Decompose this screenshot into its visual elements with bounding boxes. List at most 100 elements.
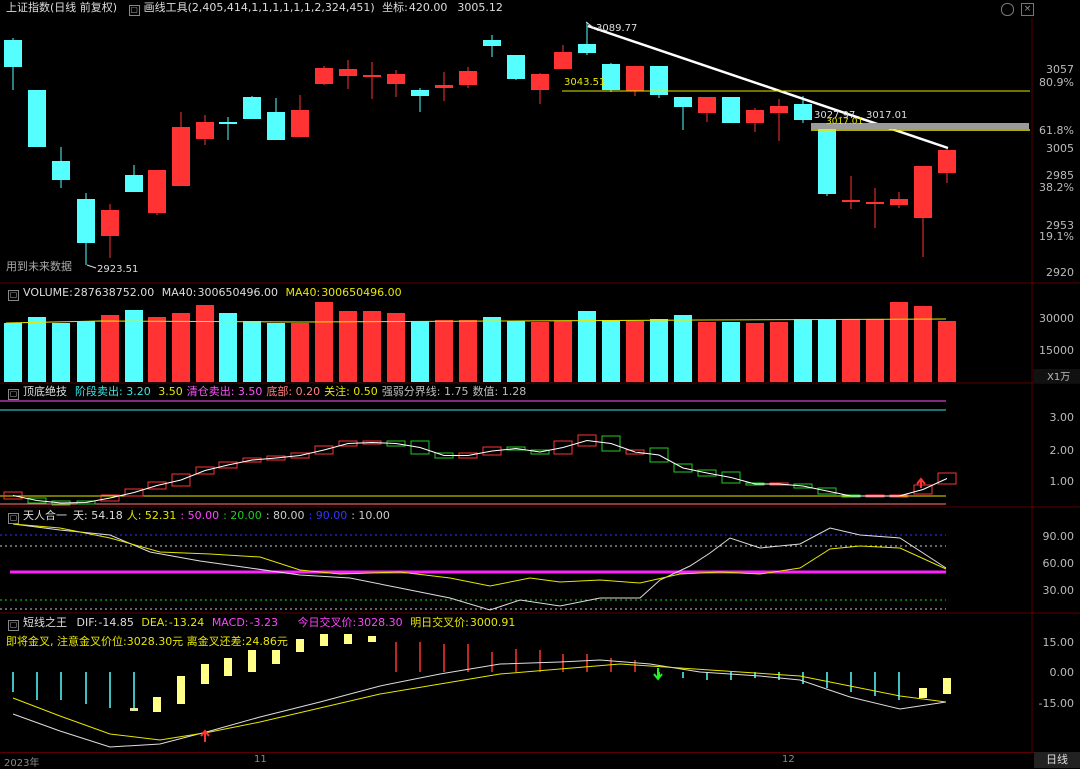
y-tick: 3005 xyxy=(1046,142,1074,155)
candle xyxy=(459,67,477,88)
indicator1-chart[interactable]: 3.00 2.00 1.00 xyxy=(0,384,1080,508)
volume-chart[interactable]: 30000 15000 X1万 xyxy=(0,284,1080,384)
volume-bar xyxy=(243,321,261,382)
indicator1-box xyxy=(530,449,550,455)
volume-bar xyxy=(483,317,501,382)
ind2-y-tick: 30.00 xyxy=(1043,584,1075,597)
candle xyxy=(4,38,22,90)
indicator2-toggle-icon[interactable]: ▢ xyxy=(8,513,19,524)
kline-panel[interactable]: 上证指数(日线 前复权) ▢ 画线工具(2,405,414,1,1,1,1,1,1… xyxy=(0,0,1080,284)
macd-bar xyxy=(201,664,209,684)
legend-item: 关注: 0.50 xyxy=(324,385,378,398)
macd-label: MACD: xyxy=(211,616,249,629)
daily-period-tab[interactable]: 日线 xyxy=(1034,752,1080,768)
indicator1-box xyxy=(577,434,597,447)
tool-toggle-icon[interactable]: ▢ xyxy=(128,5,140,16)
y-tick: 38.2% xyxy=(1039,181,1074,194)
indicator1-box xyxy=(506,446,526,451)
indicator1-box xyxy=(673,463,693,473)
today-value: 3028.30 xyxy=(357,616,403,629)
dea-line xyxy=(12,663,947,741)
indicator1-box xyxy=(553,440,573,455)
ind2-title: 天人合一 xyxy=(23,509,67,522)
volume-bar xyxy=(626,321,644,382)
vol-y-tick: 15000 xyxy=(1039,344,1074,357)
indicator1-box xyxy=(721,471,741,484)
legend-item: : 10.00 xyxy=(351,509,390,522)
candle xyxy=(291,95,309,137)
indicator3-panel[interactable]: 15.00 0.00 -15.00 ▢ 短线之王 DIF:-14.85 DEA:-… xyxy=(0,614,1080,752)
indicator1-box xyxy=(625,449,645,455)
indicator2-chart[interactable]: 90.00 60.00 30.00 xyxy=(0,508,1080,614)
legend-item: : 80.00 xyxy=(265,509,305,522)
date-label: 11 xyxy=(254,754,267,765)
indicator3-chart[interactable]: 15.00 0.00 -15.00 xyxy=(0,614,1080,752)
level-band-grey xyxy=(811,123,1029,129)
volume-toggle-icon[interactable]: ▢ xyxy=(8,290,19,301)
indicator1-box xyxy=(793,483,813,489)
indicator1-box xyxy=(147,481,167,490)
volume-bar xyxy=(698,322,716,382)
volume-panel[interactable]: 30000 15000 X1万 ▢ VOLUME:287638752.00 MA4… xyxy=(0,284,1080,384)
indicator1-toggle-icon[interactable]: ▢ xyxy=(8,389,19,400)
candle xyxy=(722,97,740,123)
kline-chart[interactable]: 3089.77 2923.51 3043.51 3027.97 3017.01 … xyxy=(0,0,1080,284)
legend-item: : 90.00 xyxy=(308,509,348,522)
level-annotation-1: 3043.51 xyxy=(564,77,605,88)
ind1-y-tick: 3.00 xyxy=(1050,411,1075,424)
legend-item: 清仓卖出: 3.50 xyxy=(186,385,263,398)
volume-ma40-line xyxy=(5,318,947,324)
volume-bar xyxy=(842,319,860,382)
level-annotation-3: 3017.01 xyxy=(826,117,863,127)
macd-bar xyxy=(248,650,256,672)
today-label: 今日交叉价: xyxy=(297,616,357,629)
volume-bar xyxy=(387,313,405,382)
indicator1-box xyxy=(100,494,120,502)
volume-bar xyxy=(125,310,143,382)
candle xyxy=(267,98,285,140)
macd-bar xyxy=(130,708,138,711)
tomorrow-value: 3000.91 xyxy=(469,616,516,629)
high-annotation: 3089.77 xyxy=(596,23,637,34)
indicator1-box xyxy=(171,473,191,487)
legend-item: : 50.00 xyxy=(180,509,220,522)
minimize-icon[interactable] xyxy=(1001,3,1014,16)
volume-bar xyxy=(770,322,788,382)
candle xyxy=(387,70,405,97)
volume-bar xyxy=(459,320,477,382)
candle xyxy=(435,72,453,101)
legend-item: 天: 54.18 xyxy=(73,509,123,522)
macd-bar xyxy=(919,688,927,698)
tool-params: (2,405,414,1,1,1,1,1,1,2,324,451) xyxy=(187,1,375,14)
legend-item: 阶段卖出: 3.20 xyxy=(75,385,151,398)
candle xyxy=(770,99,788,141)
vol-unit: X1万 xyxy=(1047,372,1070,383)
indicator1-box xyxy=(27,497,47,504)
ind3-y-tick: 0.00 xyxy=(1050,666,1075,679)
legend-item: 人: 52.31 xyxy=(126,509,177,522)
volume-bar xyxy=(52,323,70,382)
candle xyxy=(602,63,620,92)
volume-bar xyxy=(411,321,429,382)
volume-bar xyxy=(818,319,836,382)
indicator1-panel[interactable]: 3.00 2.00 1.00 ▢ 顶底绝技 阶段卖出: 3.20 3.50 清仓卖出:… xyxy=(0,384,1080,508)
candle xyxy=(196,115,214,145)
close-icon[interactable]: × xyxy=(1021,3,1034,16)
volume-bar xyxy=(267,323,285,382)
candle xyxy=(531,73,549,104)
candle xyxy=(890,192,908,208)
indicator3-toggle-icon[interactable]: ▢ xyxy=(8,620,19,631)
candle xyxy=(674,97,692,130)
y-tick: 19.1% xyxy=(1039,230,1074,243)
indicator1-box xyxy=(242,457,262,463)
macd-bar xyxy=(272,650,280,664)
candle xyxy=(101,204,119,258)
candle xyxy=(818,126,836,196)
indicator2-panel[interactable]: 90.00 60.00 30.00 ▢ 天人合一 天: 54.18 人: 52.31:… xyxy=(0,508,1080,614)
candle xyxy=(794,96,812,123)
low-annotation: 2923.51 xyxy=(97,264,138,275)
watermark-text: 用到未来数据 xyxy=(6,259,72,273)
macd-bar xyxy=(296,639,304,652)
indicator1-box xyxy=(697,469,717,477)
candle xyxy=(483,35,501,57)
